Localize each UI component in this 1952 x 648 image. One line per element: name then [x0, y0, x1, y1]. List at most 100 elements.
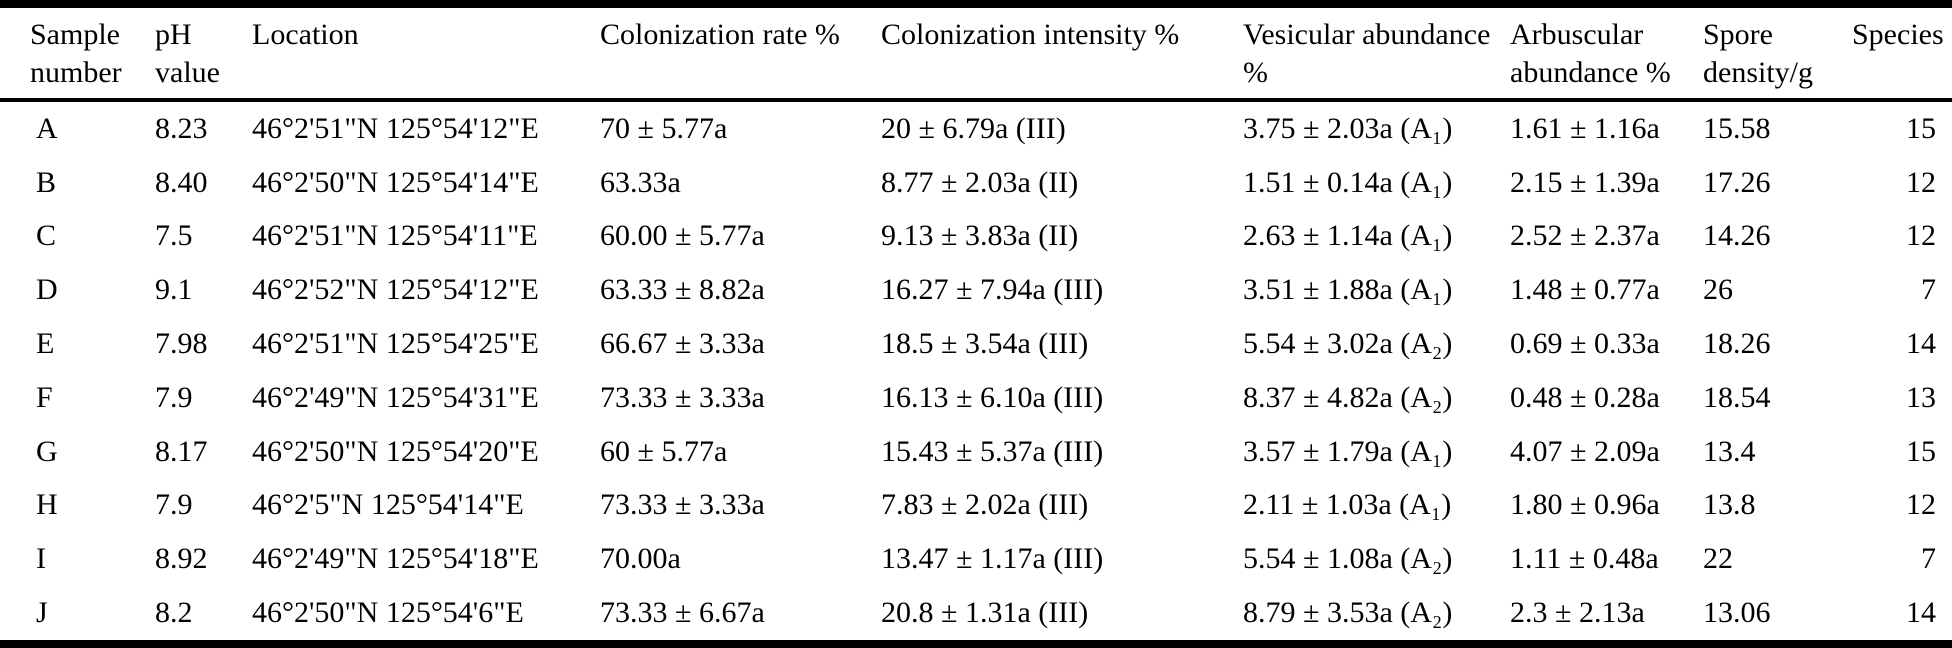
- column-header-location: Location: [252, 4, 600, 102]
- cell-species: 12: [1906, 488, 1936, 522]
- cell-colonization-rate: 70 ± 5.77a: [600, 111, 728, 145]
- cell-species: 12: [1906, 165, 1936, 199]
- cell-arbuscular-abundance: 2.52 ± 2.37a: [1510, 219, 1660, 253]
- table-header: Sample number pH value Location Coloniza…: [0, 4, 1952, 102]
- column-header-species: Species: [1852, 4, 1952, 102]
- cell-location: 46°2'51"N 125°54'25"E: [252, 327, 539, 361]
- cell-species: 7: [1921, 273, 1936, 307]
- cell-colonization-rate: 70.00a: [600, 542, 681, 576]
- cell-colonization-intensity: 18.5 ± 3.54a (III): [881, 327, 1089, 361]
- cell-ph-value: 7.9: [155, 488, 193, 522]
- cell-location: 46°2'50"N 125°54'6"E: [252, 596, 524, 630]
- cell-ph-value: 8.92: [155, 542, 208, 576]
- cell-colonization-intensity: 13.47 ± 1.17a (III): [881, 542, 1104, 576]
- cell-species: 7: [1921, 542, 1936, 576]
- cell-ph-value: 8.23: [155, 111, 208, 145]
- cell-sample-number: J: [36, 596, 48, 630]
- cell-vesicular-abundance: 3.75 ± 2.03a (A₁): [1243, 111, 1453, 145]
- cell-species: 15: [1906, 111, 1936, 145]
- table-body: A 8.23 46°2'51"N 125°54'12"E 70 ± 5.77a 20 ±…: [0, 100, 1952, 644]
- cell-arbuscular-abundance: 1.80 ± 0.96a: [1510, 488, 1660, 522]
- cell-species: 14: [1906, 327, 1936, 361]
- cell-arbuscular-abundance: 1.11 ± 0.48a: [1510, 542, 1659, 576]
- cell-colonization-intensity: 20 ± 6.79a (III): [881, 111, 1066, 145]
- cell-sample-number: C: [36, 219, 57, 253]
- cell-colonization-intensity: 15.43 ± 5.37a (III): [881, 434, 1104, 468]
- cell-vesicular-abundance: 5.54 ± 3.02a (A₂): [1243, 327, 1453, 361]
- cell-species: 14: [1906, 596, 1936, 630]
- cell-colonization-rate: 73.33 ± 6.67a: [600, 596, 765, 630]
- cell-ph-value: 7.5: [155, 219, 193, 253]
- cell-colonization-intensity: 9.13 ± 3.83a (II): [881, 219, 1079, 253]
- cell-spore-density: 14.26: [1703, 219, 1771, 253]
- cell-sample-number: D: [36, 273, 58, 307]
- cell-spore-density: 13.06: [1703, 596, 1771, 630]
- cell-spore-density: 13.8: [1703, 488, 1756, 522]
- cell-sample-number: G: [36, 434, 58, 468]
- cell-spore-density: 26: [1703, 273, 1733, 307]
- column-header-colonization-rate: Colonization rate %: [600, 4, 881, 102]
- table-row: H 7.9 46°2'5"N 125°54'14"E 73.33 ± 3.33a 7.8…: [0, 479, 1952, 533]
- cell-arbuscular-abundance: 2.15 ± 1.39a: [1510, 165, 1660, 199]
- cell-location: 46°2'50"N 125°54'14"E: [252, 165, 539, 199]
- cell-arbuscular-abundance: 1.48 ± 0.77a: [1510, 273, 1660, 307]
- cell-colonization-rate: 63.33 ± 8.82a: [600, 273, 765, 307]
- cell-colonization-rate: 63.33a: [600, 165, 681, 199]
- cell-ph-value: 7.98: [155, 327, 208, 361]
- cell-vesicular-abundance: 3.51 ± 1.88a (A₁): [1243, 273, 1453, 307]
- cell-colonization-rate: 60 ± 5.77a: [600, 434, 728, 468]
- column-header-colonization-intensity: Colonization intensity %: [881, 4, 1243, 102]
- cell-spore-density: 22: [1703, 542, 1733, 576]
- cell-location: 46°2'49"N 125°54'31"E: [252, 380, 539, 414]
- cell-ph-value: 8.40: [155, 165, 208, 199]
- cell-arbuscular-abundance: 1.61 ± 1.16a: [1510, 111, 1660, 145]
- cell-vesicular-abundance: 2.63 ± 1.14a (A₁): [1243, 219, 1453, 253]
- cell-location: 46°2'51"N 125°54'12"E: [252, 111, 539, 145]
- cell-spore-density: 13.4: [1703, 434, 1756, 468]
- cell-vesicular-abundance: 2.11 ± 1.03a (A₁): [1243, 488, 1452, 522]
- cell-arbuscular-abundance: 0.69 ± 0.33a: [1510, 327, 1660, 361]
- cell-location: 46°2'49"N 125°54'18"E: [252, 542, 539, 576]
- cell-ph-value: 8.17: [155, 434, 208, 468]
- cell-sample-number: B: [36, 165, 57, 199]
- cell-vesicular-abundance: 1.51 ± 0.14a (A₁): [1243, 165, 1453, 199]
- table-row: F 7.9 46°2'49"N 125°54'31"E 73.33 ± 3.33a 16…: [0, 371, 1952, 425]
- cell-spore-density: 17.26: [1703, 165, 1771, 199]
- cell-vesicular-abundance: 8.79 ± 3.53a (A₂): [1243, 596, 1453, 630]
- cell-ph-value: 7.9: [155, 380, 193, 414]
- column-header-ph-value: pH value: [155, 4, 252, 102]
- table-row: C 7.5 46°2'51"N 125°54'11"E 60.00 ± 5.77a 9.…: [0, 210, 1952, 264]
- header-row: Sample number pH value Location Coloniza…: [0, 4, 1952, 102]
- table-row: B 8.40 46°2'50"N 125°54'14"E 63.33a 8.77 ± 2…: [0, 156, 1952, 210]
- cell-arbuscular-abundance: 2.3 ± 2.13a: [1510, 596, 1645, 630]
- cell-spore-density: 18.26: [1703, 327, 1771, 361]
- cell-colonization-rate: 60.00 ± 5.77a: [600, 219, 765, 253]
- cell-colonization-rate: 73.33 ± 3.33a: [600, 380, 765, 414]
- cell-arbuscular-abundance: 0.48 ± 0.28a: [1510, 380, 1660, 414]
- cell-vesicular-abundance: 5.54 ± 1.08a (A₂): [1243, 542, 1453, 576]
- cell-species: 15: [1906, 434, 1936, 468]
- cell-colonization-intensity: 16.27 ± 7.94a (III): [881, 273, 1104, 307]
- cell-sample-number: F: [36, 380, 53, 414]
- cell-colonization-rate: 66.67 ± 3.33a: [600, 327, 765, 361]
- column-header-arbuscular-abundance: Arbuscular abundance %: [1510, 4, 1703, 102]
- cell-colonization-rate: 73.33 ± 3.33a: [600, 488, 765, 522]
- table-row: I 8.92 46°2'49"N 125°54'18"E 70.00a 13.47 ± …: [0, 532, 1952, 586]
- table-row: G 8.17 46°2'50"N 125°54'20"E 60 ± 5.77a 15.4…: [0, 425, 1952, 479]
- cell-spore-density: 18.54: [1703, 380, 1771, 414]
- cell-sample-number: I: [36, 542, 46, 576]
- table-row: J 8.2 46°2'50"N 125°54'6"E 73.33 ± 6.67a 20.…: [0, 586, 1952, 644]
- cell-colonization-intensity: 8.77 ± 2.03a (II): [881, 165, 1079, 199]
- cell-sample-number: A: [36, 111, 58, 145]
- cell-colonization-intensity: 16.13 ± 6.10a (III): [881, 380, 1104, 414]
- table-row: A 8.23 46°2'51"N 125°54'12"E 70 ± 5.77a 20 ±…: [0, 100, 1952, 156]
- cell-colonization-intensity: 7.83 ± 2.02a (III): [881, 488, 1089, 522]
- cell-vesicular-abundance: 3.57 ± 1.79a (A₁): [1243, 434, 1453, 468]
- cell-location: 46°2'51"N 125°54'11"E: [252, 219, 538, 253]
- cell-location: 46°2'50"N 125°54'20"E: [252, 434, 539, 468]
- cell-location: 46°2'52"N 125°54'12"E: [252, 273, 539, 307]
- column-header-vesicular-abundance: Vesicular abundance %: [1243, 4, 1510, 102]
- cell-arbuscular-abundance: 4.07 ± 2.09a: [1510, 434, 1660, 468]
- cell-species: 13: [1906, 380, 1936, 414]
